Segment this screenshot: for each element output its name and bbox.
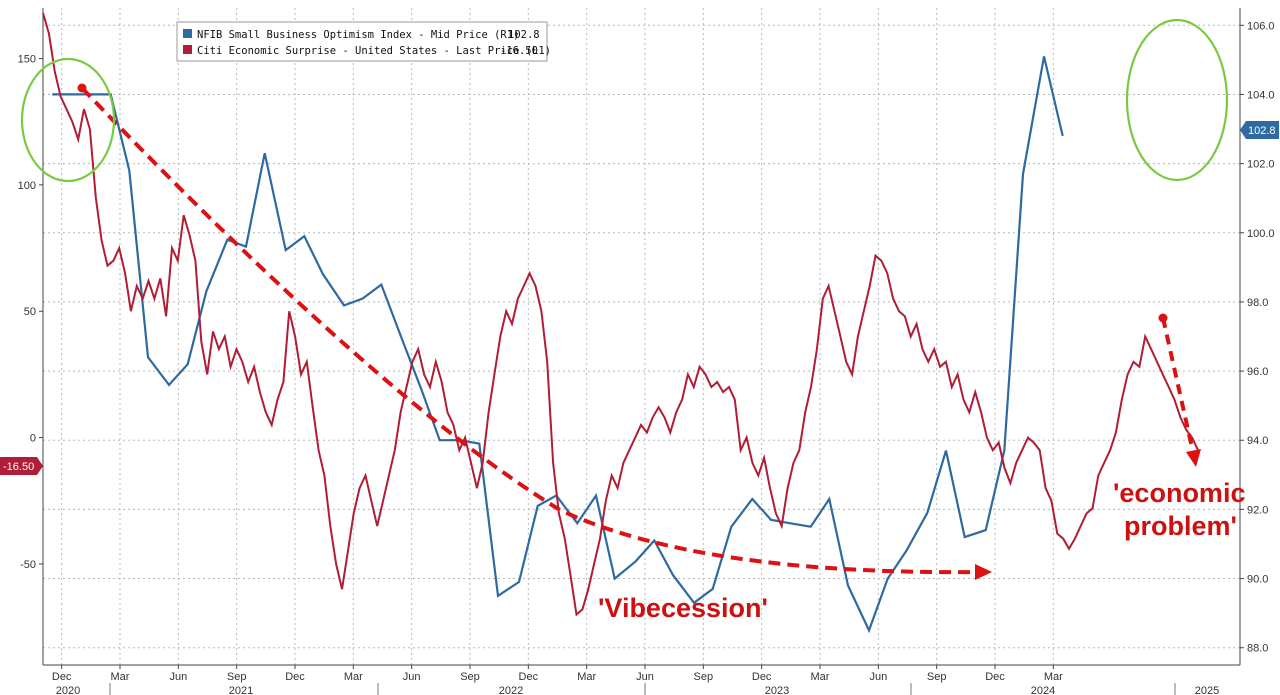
legend-value-nfib: 102.8: [508, 29, 540, 41]
x-month-label: Dec: [285, 671, 305, 683]
legend-label-citi: Citi Economic Surprise - United States -…: [197, 45, 551, 57]
x-year-label: 2023: [765, 685, 789, 695]
series-line-nfib: [52, 56, 1064, 634]
left-axis-ticks: 150 100 50 0 -50: [18, 54, 43, 571]
right-tick-label: 100.0: [1247, 228, 1275, 240]
right-tick-label: 94.0: [1247, 435, 1268, 447]
x-month-label: Jun: [169, 671, 187, 683]
annotation-vibecession: 'Vibecession': [598, 593, 768, 623]
x-year-label: 2021: [229, 685, 253, 695]
economic-problem-trend-arrow: [1161, 317, 1195, 453]
x-month-label: Dec: [985, 671, 1005, 683]
right-axis-ticks: 106.0 104.0 102.0 100.0 98.0 96.0 94.0 92.0 90.0…: [1240, 20, 1275, 655]
x-month-label: Jun: [636, 671, 654, 683]
x-month-label: Dec: [52, 671, 72, 683]
x-year-label: 2020: [56, 685, 80, 695]
x-year-label: 2024: [1031, 685, 1055, 695]
annotation-problem: problem': [1124, 511, 1237, 541]
legend: NFIB Small Business Optimism Index - Mid…: [176, 21, 551, 62]
right-tick-label: 98.0: [1247, 297, 1268, 309]
right-tick-label: 92.0: [1247, 504, 1268, 516]
legend-value-citi: -16.50: [500, 45, 538, 57]
x-month-label: Mar: [344, 671, 363, 683]
left-tick-label: -50: [20, 559, 36, 571]
right-value-tag-shape: [1240, 121, 1279, 139]
x-month-label: Jun: [403, 671, 421, 683]
right-value-tag: 102.8: [1240, 121, 1279, 139]
left-tick-label: 0: [30, 433, 36, 445]
right-tick-label: 102.0: [1247, 159, 1275, 171]
x-year-label: 2025: [1195, 685, 1219, 695]
legend-swatch-citi: [183, 45, 192, 54]
x-month-label: Mar: [577, 671, 596, 683]
legend-swatch-nfib: [183, 29, 192, 38]
x-year-label: 2022: [499, 685, 523, 695]
legend-box: [176, 21, 548, 62]
annotation-economic: 'economic: [1113, 478, 1245, 508]
vibecession-arrow-start-dot: [77, 83, 87, 93]
right-tick-label: 104.0: [1247, 89, 1275, 101]
x-month-label: Mar: [1044, 671, 1063, 683]
right-value-tag-text: 102.8: [1248, 125, 1276, 137]
left-value-tag-text: -16.50: [3, 461, 34, 473]
left-value-tag-shape: [0, 457, 43, 475]
vibecession-trend-arrow: [80, 86, 981, 575]
right-tick-label: 106.0: [1247, 20, 1275, 32]
left-tick-label: 50: [24, 306, 36, 318]
left-tick-label: 100: [18, 180, 36, 192]
x-month-label: Dec: [519, 671, 539, 683]
right-tick-label: 88.0: [1247, 643, 1268, 655]
x-month-label: Sep: [460, 671, 480, 683]
right-tick-label: 90.0: [1247, 574, 1268, 586]
economic-problem-arrowhead: [1186, 449, 1201, 467]
x-month-label: Sep: [227, 671, 247, 683]
highlight-circle-2024: [1125, 18, 1229, 182]
x-month-label: Sep: [927, 671, 947, 683]
legend-label-nfib: NFIB Small Business Optimism Index - Mid…: [197, 29, 519, 41]
x-axis-ticks: Dec Mar Jun Sep Dec Mar Jun Sep Dec Mar Jun Sep Dec M…: [52, 665, 1219, 695]
series-line-citi: [42, 12, 1199, 617]
right-tick-label: 96.0: [1247, 366, 1268, 378]
vibecession-arrowhead: [975, 564, 992, 580]
x-month-label: Jun: [869, 671, 887, 683]
left-value-tag: -16.50: [0, 457, 43, 475]
x-month-label: Dec: [752, 671, 772, 683]
left-tick-label: 150: [18, 54, 36, 66]
economic-problem-arrow-start-dot: [1158, 313, 1168, 323]
x-month-label: Mar: [811, 671, 830, 683]
x-month-label: Sep: [694, 671, 714, 683]
highlight-circle-2020: [20, 57, 116, 183]
x-month-label: Mar: [111, 671, 130, 683]
